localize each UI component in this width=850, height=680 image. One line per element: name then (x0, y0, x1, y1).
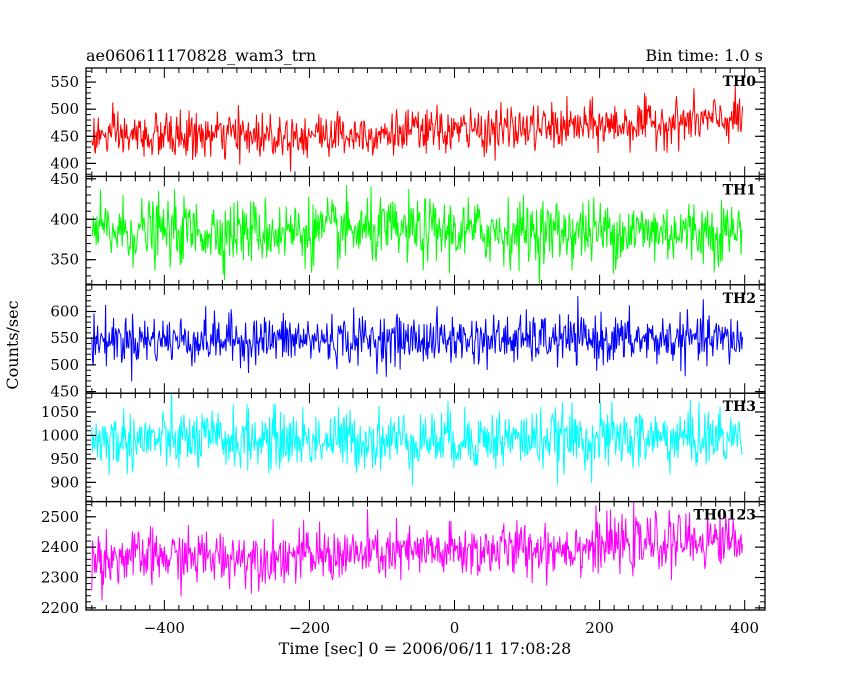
y-tick-label: 1050 (41, 403, 79, 421)
panel-label-th0123: TH0123 (693, 508, 756, 524)
y-tick-label: 400 (50, 210, 79, 228)
x-tick-label: 200 (585, 619, 614, 637)
y-tick-label: 450 (50, 127, 79, 145)
y-tick-label: 1000 (41, 426, 79, 444)
y-tick-label: 500 (50, 100, 79, 118)
y-tick-label: 2300 (41, 569, 79, 587)
bin-time-label: Bin time: 1.0 s (645, 46, 763, 65)
y-tick-label: 550 (50, 329, 79, 347)
series-th3 (91, 393, 743, 486)
panel-label-th3: TH3 (723, 399, 756, 415)
x-tick-label: 0 (450, 619, 460, 637)
x-axis: −400 −200 0 200 400 (144, 619, 759, 637)
x-axis-label: Time [sec] 0 = 2006/06/11 17:08:28 (279, 639, 572, 658)
panel-th0: 400 450 500 550 TH0 (50, 67, 766, 178)
chart-title: ae060611170828_wam3_trn (86, 46, 316, 65)
series-th1 (91, 185, 743, 285)
panel-th0123: 2200 2300 2400 2500 TH0123 (41, 500, 766, 617)
panel-label-th1: TH1 (723, 182, 756, 198)
series-th2 (91, 296, 744, 382)
y-tick-label: 450 (50, 383, 79, 401)
panel-label-th2: TH2 (723, 291, 756, 307)
y-tick-label: 2400 (41, 538, 79, 556)
x-tick-label: −200 (289, 619, 330, 637)
y-tick-label: 450 (50, 170, 79, 188)
panel-th2: 450 500 550 600 TH2 (50, 284, 766, 401)
y-tick-label: 600 (50, 302, 79, 320)
series-th0 (91, 85, 744, 172)
x-tick-label: −400 (144, 619, 185, 637)
series-th0123 (91, 501, 744, 601)
y-tick-label: 500 (50, 356, 79, 374)
y-axis-label: Counts/sec (3, 300, 22, 389)
x-tick-label: 400 (730, 619, 759, 637)
panel-th3: 900 950 1000 1050 TH3 (41, 392, 766, 503)
y-tick-label: 550 (50, 73, 79, 91)
panel-th1: 350 400 450 TH1 (50, 170, 766, 286)
y-tick-label: 2200 (41, 599, 79, 617)
y-tick-label: 350 (50, 251, 79, 269)
panel-label-th0: TH0 (723, 74, 757, 90)
y-tick-label: 400 (50, 154, 79, 172)
y-tick-label: 950 (50, 450, 79, 468)
y-tick-label: 2500 (41, 508, 79, 526)
y-tick-label: 900 (50, 473, 79, 491)
